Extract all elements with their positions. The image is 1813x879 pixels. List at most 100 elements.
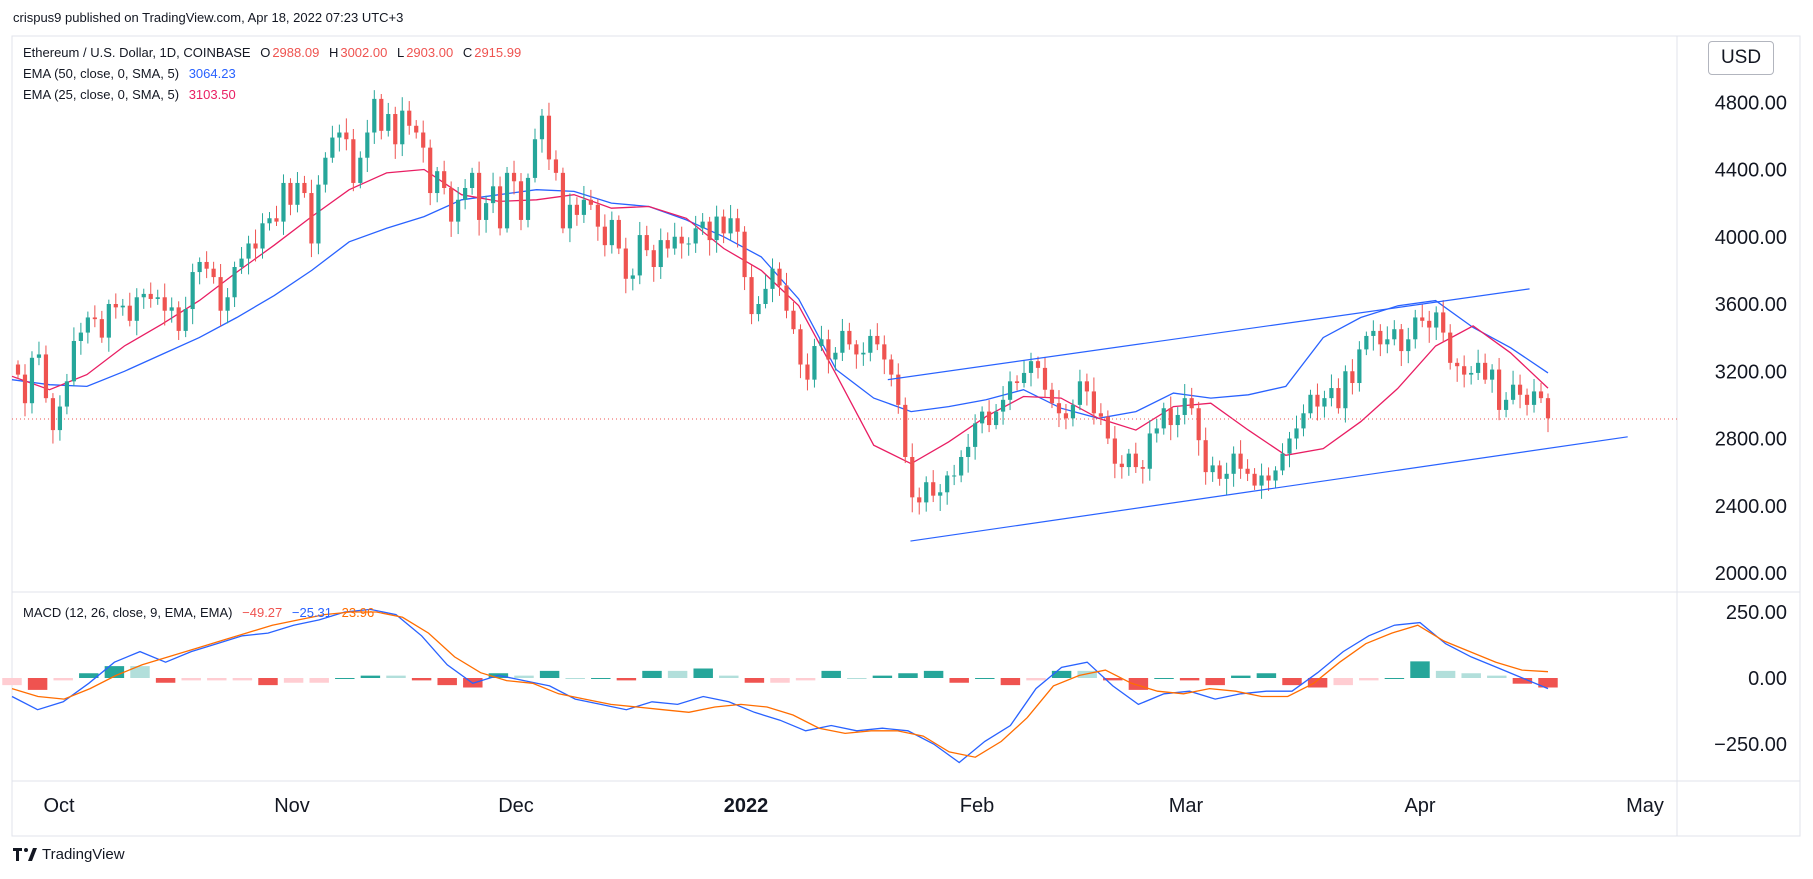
macd-tick-label: −250.00 [1714,734,1787,756]
candle [742,226,747,291]
candle-body [728,218,733,234]
candle-body [1385,339,1390,345]
candle-body [1098,413,1103,417]
macd-histogram-bar [565,678,585,679]
candle [868,329,873,362]
candle [288,178,293,216]
price-tick-label: 2400.00 [1715,496,1787,518]
time-tick-label: Dec [498,795,534,817]
candle [987,400,992,433]
macd-histogram-bar [1487,675,1507,678]
candle [889,354,894,387]
candle-body [463,187,468,200]
candle-body [882,344,887,360]
candle-body [917,497,922,503]
candle [127,292,132,327]
candle [1042,357,1048,398]
candle-body [113,304,118,308]
candle [1105,410,1110,445]
macd-histogram-bar [795,678,816,681]
candle [309,179,314,258]
candle [1448,324,1453,370]
candle [197,257,202,285]
candle-body [176,307,181,331]
candle [574,197,579,226]
macd-histogram-bar [1359,678,1379,681]
candle-body [1273,470,1278,481]
candle [1322,390,1327,418]
candle-body [148,293,153,299]
candle-body [623,248,628,279]
candle-body [190,272,195,310]
macd-histogram-bar [872,675,893,678]
candle-body [421,132,426,148]
candle [658,228,663,279]
currency-button[interactable]: USD [1708,41,1774,75]
macd-histogram-bar [1231,675,1251,678]
candle-body [931,482,936,496]
macd-histogram-bar [539,670,560,678]
candle-body [323,157,328,185]
macd-tick-label: 0.00 [1748,668,1787,690]
candle [1063,404,1069,430]
candle-body [274,218,279,222]
candle-body [525,177,531,220]
candle [463,179,468,210]
candle-body [330,137,335,158]
candle [253,229,258,262]
candle [560,167,566,234]
candle-body [644,235,649,251]
candle-body [225,297,230,311]
candle-body [15,364,21,375]
candle-body [372,98,377,133]
chart-border [11,35,1801,837]
candle [539,108,545,153]
candle [1203,427,1208,485]
candle-body [288,182,293,205]
candle-body [78,332,83,341]
candle [546,102,552,171]
candle-body [889,359,894,375]
candle [36,341,42,366]
macd-histogram-bar [2,678,22,686]
candle-body [1154,428,1159,434]
candle-body [1252,473,1257,486]
candle [1483,353,1488,384]
candle [1252,468,1257,490]
candle [1091,377,1096,425]
price-tick-label: 4800.00 [1715,92,1787,114]
tradingview-brand[interactable]: TradingView [13,846,125,863]
candle [966,433,971,473]
candle [1517,374,1523,409]
candle [833,347,838,371]
candle [973,414,978,460]
candle [148,282,153,308]
candle [260,213,265,259]
macd-histogram-bar [1410,661,1430,678]
candle [78,322,83,355]
candle [952,464,957,486]
candle [805,353,810,391]
candle-body [351,139,356,183]
candle-body [1280,453,1285,471]
candle [99,310,104,343]
candle [1140,460,1145,484]
candle [1413,309,1418,349]
candle [414,120,419,139]
macd-histogram-bar [514,675,534,678]
ohlc-open: 2988.09 [272,45,320,60]
macd-histogram-bar [847,678,867,679]
ema50-value: 3064.23 [188,66,236,81]
candle [672,222,677,255]
candle [1175,407,1180,438]
candle-body [1545,398,1551,419]
macd-histogram-bar [693,668,713,678]
candle-body [581,199,586,215]
candle [847,322,852,350]
candle [1266,467,1271,491]
macd-histogram-bar [360,675,381,678]
candle [630,268,635,291]
candle [1308,389,1313,419]
candle-body [1028,361,1034,373]
